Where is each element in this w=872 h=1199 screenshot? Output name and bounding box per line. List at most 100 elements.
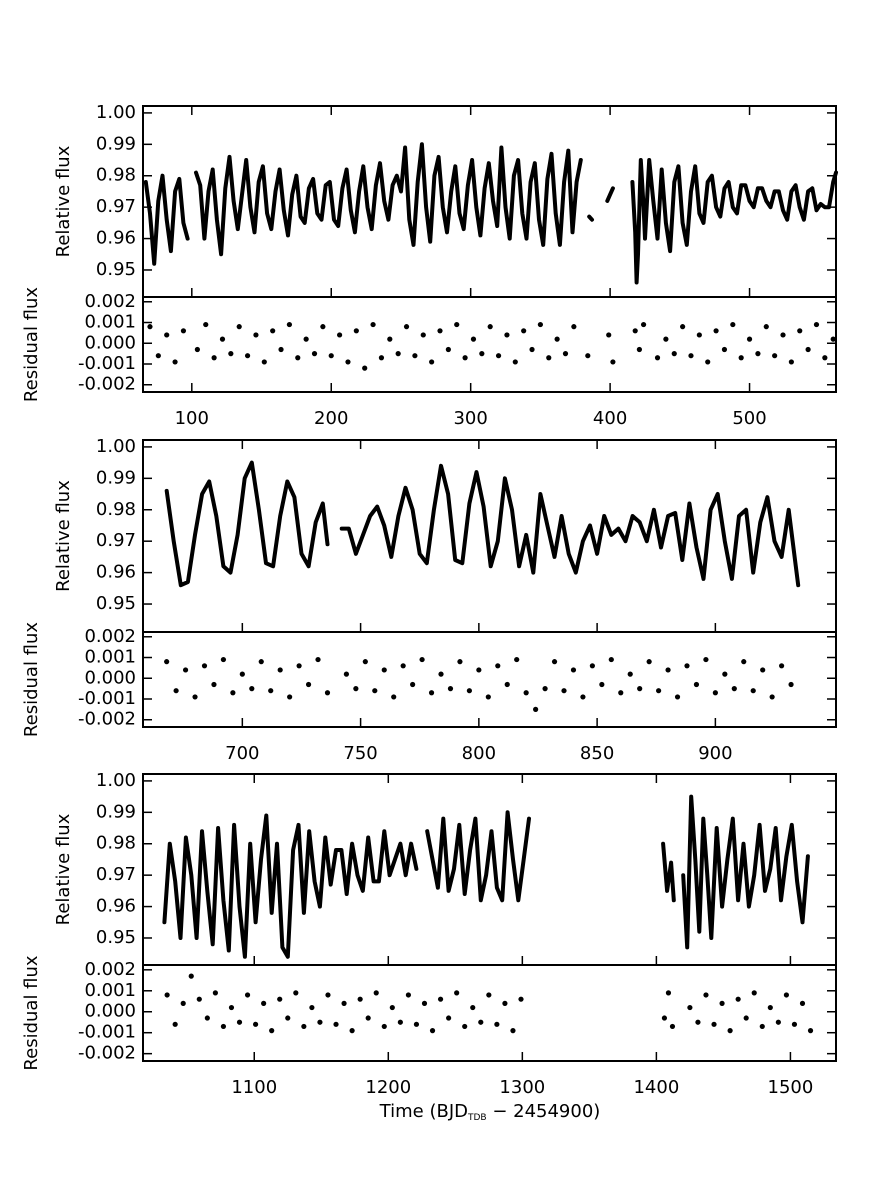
residual-point bbox=[751, 990, 757, 996]
residual-point bbox=[665, 990, 672, 996]
residual-point bbox=[343, 671, 350, 677]
residual-point bbox=[495, 353, 502, 359]
x-tick-label: 300 bbox=[453, 408, 487, 429]
y-tick-label: -0.001 bbox=[78, 688, 136, 709]
residual-point bbox=[320, 324, 326, 330]
residual-point bbox=[788, 359, 794, 365]
residual-point bbox=[164, 992, 170, 998]
residual-point bbox=[389, 1004, 395, 1011]
residual-point bbox=[391, 694, 397, 700]
residual-point bbox=[196, 996, 202, 1002]
y-tick-label: 0.001 bbox=[84, 312, 136, 333]
residual-point bbox=[504, 681, 510, 688]
residual-point bbox=[365, 1015, 371, 1021]
residual-point bbox=[743, 1015, 749, 1021]
residual-point bbox=[454, 990, 460, 996]
y-tick-label: 0.97 bbox=[96, 196, 136, 217]
residual-point bbox=[230, 690, 236, 696]
residual-point bbox=[192, 694, 198, 700]
residual-point bbox=[561, 688, 567, 694]
residual-point bbox=[632, 328, 638, 334]
residual-point bbox=[333, 1021, 339, 1027]
residual-point bbox=[772, 353, 778, 359]
residual-point bbox=[755, 351, 761, 357]
residual-point bbox=[372, 688, 378, 694]
residual-point bbox=[446, 1015, 452, 1021]
y-tick-label: 0.002 bbox=[84, 291, 136, 312]
y-tick-label: 0.97 bbox=[96, 864, 136, 885]
residual-point bbox=[172, 1021, 178, 1027]
residual-point bbox=[428, 690, 435, 696]
residual-point bbox=[791, 1021, 798, 1027]
residual-point bbox=[438, 671, 444, 677]
residual-point bbox=[228, 351, 234, 357]
residual-point bbox=[669, 1023, 676, 1030]
residual-point bbox=[627, 671, 633, 677]
y-tick-label: 0.95 bbox=[96, 259, 136, 280]
residual-point bbox=[554, 336, 560, 342]
y-tick-label: 0.97 bbox=[96, 530, 136, 551]
residual-point bbox=[447, 686, 454, 692]
residual-point bbox=[309, 1004, 315, 1011]
flux-line bbox=[143, 142, 838, 285]
x-tick-label: 1300 bbox=[499, 1077, 545, 1098]
residual-point bbox=[249, 686, 255, 692]
x-tick-label: 1500 bbox=[768, 1077, 814, 1098]
residual-point bbox=[788, 681, 794, 688]
residual-point bbox=[362, 365, 368, 371]
residual-point bbox=[413, 1021, 420, 1027]
residual-point bbox=[741, 659, 747, 665]
residual-point bbox=[261, 359, 267, 365]
residual-point bbox=[341, 1000, 347, 1006]
residual-point bbox=[674, 694, 681, 700]
residual-point bbox=[769, 694, 775, 700]
residual-point bbox=[763, 324, 769, 330]
residual-point bbox=[204, 1015, 210, 1021]
residual-point bbox=[328, 353, 334, 359]
residual-point bbox=[378, 355, 385, 361]
residual-point bbox=[325, 992, 331, 998]
x-tick-label: 850 bbox=[580, 743, 614, 764]
residual-point bbox=[805, 346, 811, 353]
residual-point bbox=[656, 688, 662, 694]
residual-point bbox=[203, 321, 209, 328]
y-tick-label: 0.002 bbox=[84, 626, 136, 647]
residual-point bbox=[211, 681, 217, 688]
residual-point bbox=[510, 1028, 516, 1034]
y-tick-label: 0.96 bbox=[96, 896, 136, 917]
residual-point bbox=[610, 359, 616, 365]
residual-point bbox=[546, 355, 552, 361]
residual-point bbox=[182, 667, 189, 673]
residual-point bbox=[512, 359, 518, 365]
residual-point bbox=[780, 332, 786, 338]
residual-point bbox=[797, 328, 803, 334]
residual-point bbox=[420, 332, 426, 338]
residual-point bbox=[502, 1000, 508, 1006]
residual-point bbox=[429, 1028, 436, 1034]
residual-point bbox=[173, 688, 179, 694]
residual-point bbox=[529, 346, 535, 353]
residual-point bbox=[244, 992, 251, 998]
residual-point bbox=[286, 321, 293, 328]
x-tick-label: 700 bbox=[225, 743, 259, 764]
y-tick-label: -0.001 bbox=[78, 353, 136, 374]
residual-point bbox=[277, 667, 283, 673]
y-tick-label: 0.95 bbox=[96, 927, 136, 948]
y-tick-label: 0.99 bbox=[96, 133, 136, 154]
residual-point bbox=[437, 996, 444, 1002]
residual-point bbox=[172, 359, 178, 365]
residual-point bbox=[750, 688, 756, 694]
residual-point bbox=[671, 351, 677, 357]
x-tick-label: 900 bbox=[698, 743, 732, 764]
residual-point bbox=[618, 690, 624, 696]
residual-point bbox=[721, 346, 728, 353]
y-tick-label: 1.00 bbox=[96, 436, 136, 457]
residual-point bbox=[799, 1000, 806, 1006]
residual-point bbox=[270, 328, 276, 334]
residual-point bbox=[258, 659, 264, 665]
y-tick-label: 0.002 bbox=[84, 959, 136, 980]
residual-point bbox=[479, 351, 485, 357]
residual-point bbox=[640, 321, 647, 328]
residual-point bbox=[269, 1028, 275, 1034]
